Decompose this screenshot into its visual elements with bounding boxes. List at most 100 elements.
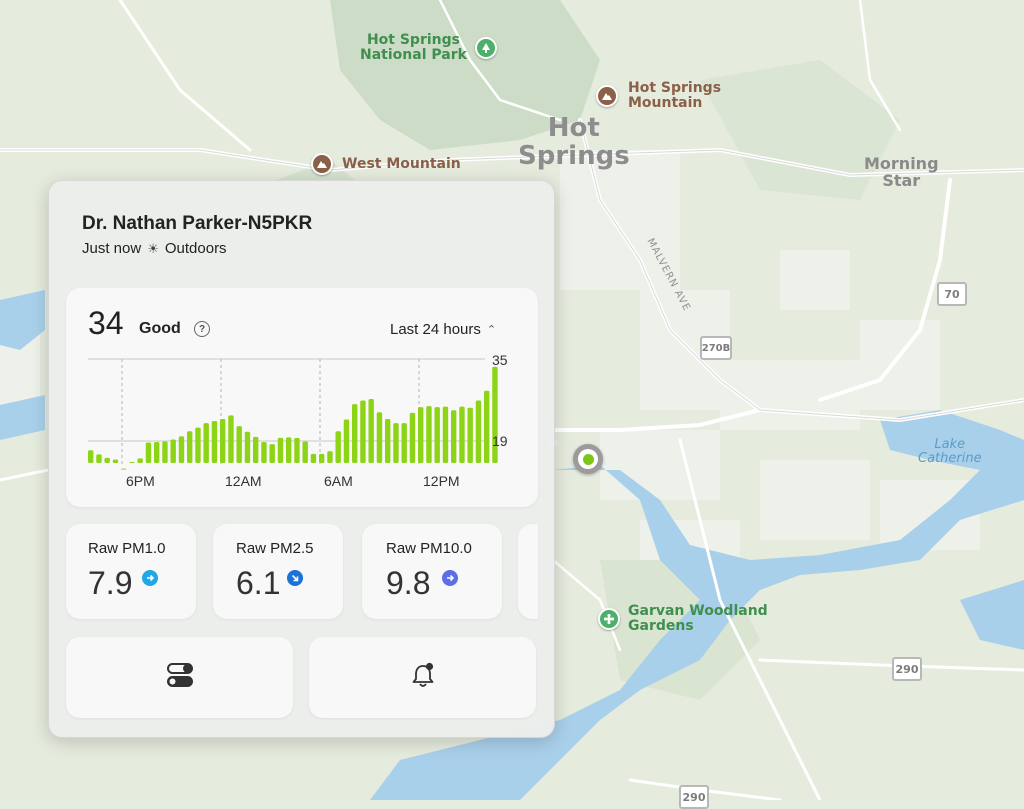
chart-bar[interactable] bbox=[187, 431, 193, 463]
mountain-icon[interactable] bbox=[311, 153, 333, 175]
chart-bar[interactable] bbox=[360, 400, 366, 463]
chart-bar[interactable] bbox=[409, 412, 416, 463]
garvan-woodland-gardens-label[interactable]: Garvan Woodland Gardens bbox=[628, 603, 768, 635]
aqi-value: 34 bbox=[88, 305, 124, 341]
chart-bar[interactable] bbox=[286, 437, 292, 463]
pm1-label: Raw PM1.0 bbox=[88, 540, 166, 557]
chart-bar[interactable] bbox=[253, 436, 259, 463]
chart-bar[interactable] bbox=[228, 415, 234, 463]
hot-springs-national-park-label[interactable]: Hot Springs National Park bbox=[360, 32, 467, 64]
chart-bar[interactable] bbox=[244, 431, 251, 463]
pm10-value: 9.8 bbox=[386, 565, 431, 601]
chart-bar[interactable] bbox=[88, 450, 94, 463]
lake-catherine-label[interactable]: Lake Catherine bbox=[918, 437, 982, 467]
chart-bar[interactable] bbox=[484, 390, 490, 463]
sun-icon: ☀ bbox=[147, 240, 159, 256]
settings-button[interactable] bbox=[66, 637, 293, 718]
chart-bar[interactable] bbox=[368, 398, 374, 463]
chart-bar[interactable] bbox=[310, 453, 317, 463]
pm25-card[interactable] bbox=[213, 524, 343, 619]
west-mountain-label[interactable]: West Mountain bbox=[342, 156, 461, 172]
alerts-button[interactable] bbox=[309, 637, 536, 718]
chart-bar[interactable] bbox=[236, 426, 242, 463]
pm10-label: Raw PM10.0 bbox=[386, 540, 472, 557]
location-type: Outdoors bbox=[164, 240, 227, 257]
chart-bar[interactable] bbox=[211, 421, 218, 463]
right-arrow-icon bbox=[442, 570, 458, 586]
pm1-card[interactable] bbox=[66, 524, 196, 619]
chart-bar[interactable] bbox=[335, 431, 341, 463]
chart-bar[interactable] bbox=[154, 442, 160, 463]
chart-bar[interactable] bbox=[203, 423, 209, 463]
chart-bar[interactable] bbox=[451, 410, 457, 463]
chart-bar[interactable] bbox=[319, 453, 325, 463]
chart-bar[interactable] bbox=[393, 423, 399, 463]
chart-bar[interactable] bbox=[302, 441, 308, 463]
chart-bar[interactable] bbox=[261, 442, 267, 463]
chart-bar[interactable] bbox=[96, 454, 102, 463]
y-tick-label: 19 bbox=[492, 433, 508, 449]
route-270b-shield: 270B bbox=[700, 336, 732, 360]
hot-springs-mountain-label[interactable]: Hot Springs Mountain bbox=[628, 80, 722, 112]
chart-bar[interactable] bbox=[418, 407, 424, 463]
x-tick-label: 12PM bbox=[423, 473, 460, 489]
chart-bar[interactable] bbox=[442, 406, 449, 463]
chart-bar[interactable] bbox=[104, 457, 110, 463]
toggle-icon bbox=[166, 662, 194, 693]
chart-bar[interactable] bbox=[294, 437, 300, 463]
chart-bar[interactable] bbox=[434, 407, 440, 463]
bell-icon bbox=[409, 661, 437, 694]
chart-bar[interactable] bbox=[121, 468, 127, 470]
pm25-label: Raw PM2.5 bbox=[236, 540, 314, 557]
y-tick-label: 35 bbox=[492, 352, 508, 368]
chart-bar[interactable] bbox=[220, 418, 226, 463]
help-icon[interactable]: ? bbox=[194, 321, 210, 337]
chart-bar[interactable] bbox=[195, 427, 201, 463]
chart-bar[interactable] bbox=[162, 441, 168, 463]
chart-bar[interactable] bbox=[269, 444, 275, 463]
route-290-shield: 290 bbox=[679, 785, 709, 809]
hot-springs-city-label[interactable]: Hot Springs bbox=[518, 113, 630, 172]
up-down-chevron-icon: ⌃ bbox=[486, 324, 497, 336]
update-time: Just now bbox=[82, 240, 142, 257]
sensor-pin-icon[interactable] bbox=[573, 444, 603, 474]
pm10-card[interactable] bbox=[362, 524, 502, 619]
chart-bar[interactable] bbox=[129, 462, 135, 464]
chart-bar[interactable] bbox=[376, 412, 383, 463]
pm1-value: 7.9 bbox=[88, 565, 133, 601]
chart-bar[interactable] bbox=[343, 419, 350, 463]
route-290-shield: 290 bbox=[892, 657, 922, 681]
chart-bar[interactable] bbox=[327, 451, 333, 463]
chart-bar[interactable] bbox=[492, 366, 498, 463]
sensor-subtitle: Just now ☀ Outdoors bbox=[82, 240, 227, 257]
chart-bar[interactable] bbox=[401, 423, 407, 463]
chart-bar[interactable] bbox=[112, 459, 119, 463]
mountain-icon[interactable] bbox=[596, 85, 618, 107]
chart-bar[interactable] bbox=[467, 407, 473, 463]
route-70-shield: 70 bbox=[937, 282, 967, 306]
sensor-title: Dr. Nathan Parker-N5PKR bbox=[82, 213, 313, 234]
flower-icon[interactable] bbox=[598, 608, 620, 630]
morning-star-label[interactable]: Morning Star bbox=[864, 154, 939, 191]
aqi-category: Good bbox=[139, 320, 181, 337]
tree-icon[interactable] bbox=[475, 37, 497, 59]
chart-bar[interactable] bbox=[475, 400, 482, 463]
right-arrow-icon bbox=[142, 570, 158, 586]
chart-bar[interactable] bbox=[178, 436, 185, 463]
chart-bar[interactable] bbox=[385, 418, 391, 463]
chart-bar[interactable] bbox=[277, 437, 284, 463]
x-tick-label: 6PM bbox=[126, 473, 155, 489]
time-range-select[interactable]: Last 24 hours ⌃ bbox=[390, 321, 496, 338]
time-range-label: Last 24 hours bbox=[390, 321, 481, 338]
aqi-chart-card bbox=[66, 288, 538, 507]
chart-bar[interactable] bbox=[426, 406, 432, 463]
chart-bar[interactable] bbox=[459, 406, 465, 463]
chart-bar[interactable] bbox=[170, 439, 176, 463]
aqi-bar-chart[interactable]: 35 19 6PM 12AM 6AM 12PM bbox=[80, 345, 520, 495]
chart-bar[interactable] bbox=[145, 442, 152, 463]
chart-bar[interactable] bbox=[352, 404, 358, 463]
next-stat-card[interactable] bbox=[518, 524, 538, 619]
down-right-arrow-icon bbox=[287, 570, 303, 586]
chart-bar[interactable] bbox=[137, 458, 143, 463]
pm25-value: 6.1 bbox=[236, 565, 281, 601]
